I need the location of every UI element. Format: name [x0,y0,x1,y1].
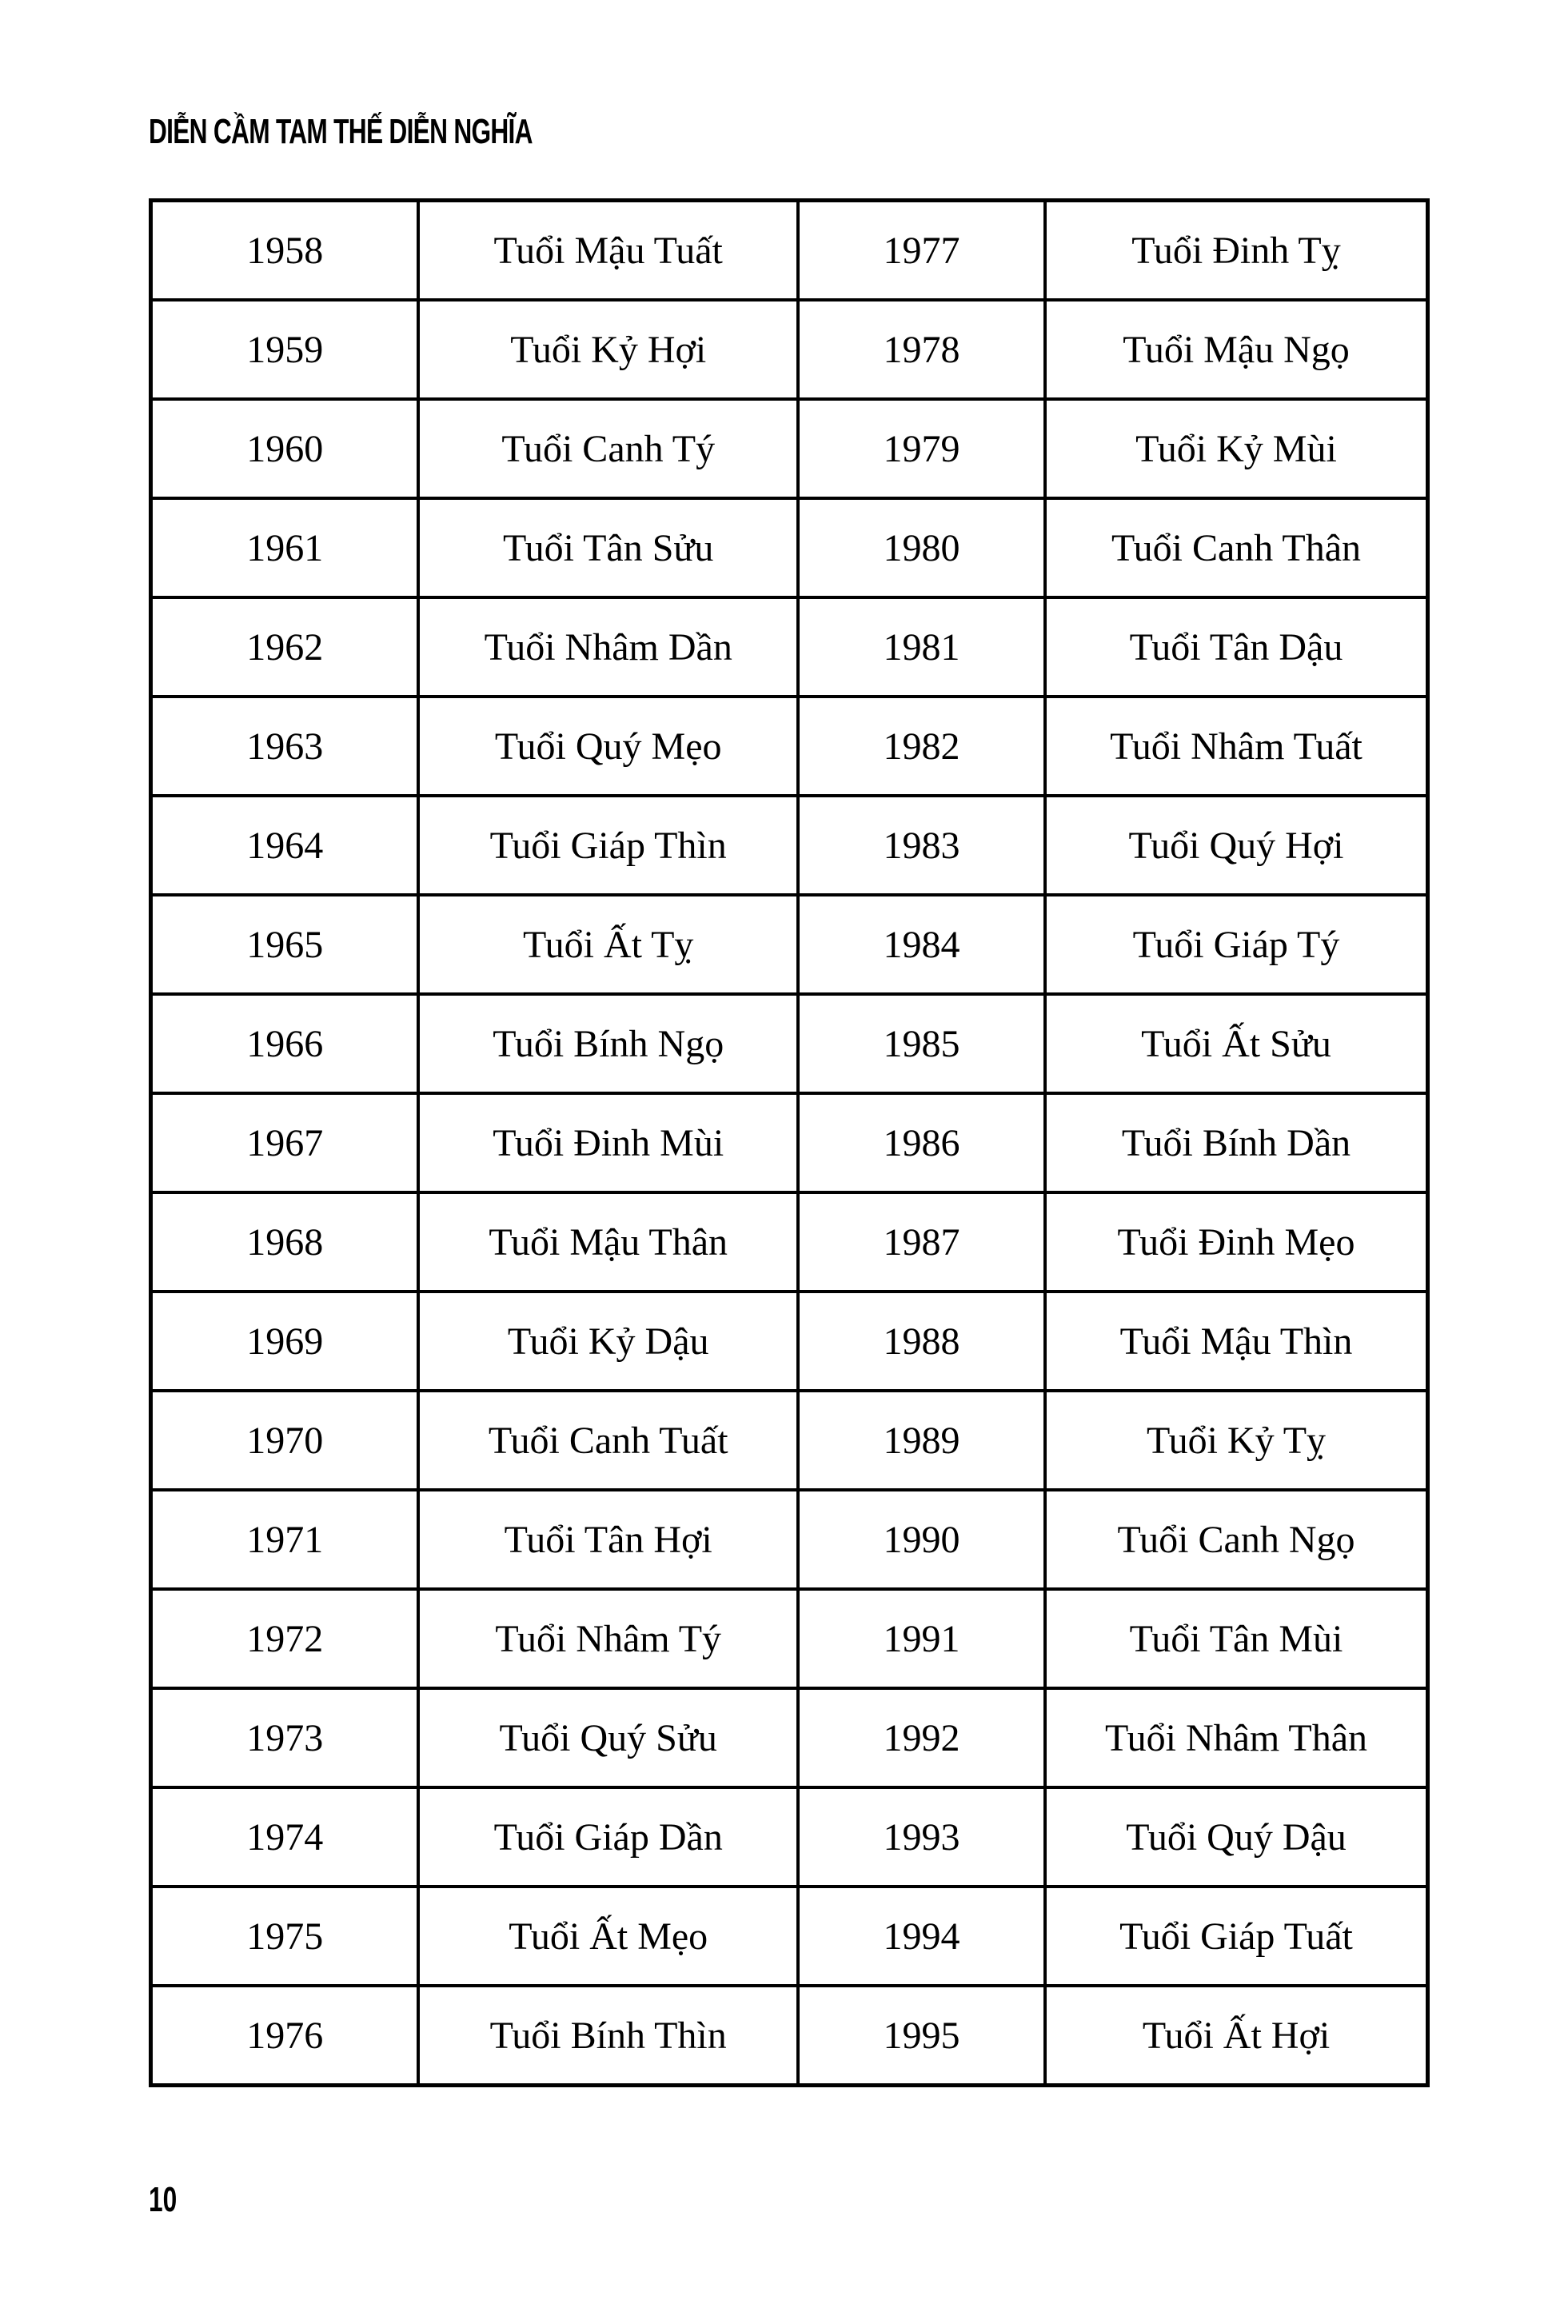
age-name-cell: Tuổi Bính Ngọ [417,992,800,1095]
table-row: 1966 Tuổi Bính Ngọ 1985 Tuổi Ất Sửu [149,992,1430,1095]
age-name-cell: Tuổi Kỷ Dậu [417,1290,800,1392]
year-cell: 1989 [796,1389,1047,1491]
age-name-cell: Tuổi Canh Tý [417,397,800,500]
age-name-cell: Tuổi Giáp Tuất [1043,1885,1430,1987]
year-cell: 1968 [149,1191,421,1293]
table-row: 1971 Tuổi Tân Hợi 1990 Tuổi Canh Ngọ [149,1488,1430,1591]
age-name-cell: Tuổi Giáp Thìn [417,794,800,896]
age-name-cell: Tuổi Quý Sửu [417,1687,800,1789]
age-name-cell: Tuổi Mậu Tuất [417,198,800,301]
table-body: 1958 Tuổi Mậu Tuất 1977 Tuổi Đinh Tỵ 1959 Tuổ… [149,198,1430,2087]
table-row: 1960 Tuổi Canh Tý 1979 Tuổi Kỷ Mùi [149,397,1430,500]
year-cell: 1963 [149,695,421,797]
age-name-cell: Tuổi Canh Thân [1043,497,1430,599]
age-name-cell: Tuổi Ất Sửu [1043,992,1430,1095]
age-name-cell: Tuổi Nhâm Thân [1043,1687,1430,1789]
table-row: 1961 Tuổi Tân Sửu 1980 Tuổi Canh Thân [149,497,1430,599]
age-name-cell: Tuổi Kỷ Hợi [417,298,800,401]
age-name-cell: Tuổi Tân Hợi [417,1488,800,1591]
year-cell: 1984 [796,893,1047,996]
age-name-cell: Tuổi Giáp Dần [417,1786,800,1888]
year-cell: 1959 [149,298,421,401]
table-row: 1962 Tuổi Nhâm Dần 1981 Tuổi Tân Dậu [149,596,1430,698]
age-name-cell: Tuổi Mậu Ngọ [1043,298,1430,401]
age-name-cell: Tuổi Kỷ Tỵ [1043,1389,1430,1491]
age-name-cell: Tuổi Đinh Mùi [417,1092,800,1194]
year-cell: 1982 [796,695,1047,797]
year-cell: 1986 [796,1092,1047,1194]
age-name-cell: Tuổi Tân Sửu [417,497,800,599]
table-row: 1976 Tuổi Bính Thìn 1995 Tuổi Ất Hợi [149,1984,1430,2087]
year-cell: 1977 [796,198,1047,301]
year-cell: 1980 [796,497,1047,599]
year-cell: 1976 [149,1984,421,2087]
age-name-cell: Tuổi Kỷ Mùi [1043,397,1430,500]
age-name-cell: Tuổi Tân Dậu [1043,596,1430,698]
table-row: 1963 Tuổi Quý Mẹo 1982 Tuổi Nhâm Tuất [149,695,1430,797]
age-name-cell: Tuổi Canh Tuất [417,1389,800,1491]
age-name-cell: Tuổi Bính Dần [1043,1092,1430,1194]
year-cell: 1972 [149,1587,421,1690]
age-name-cell: Tuổi Nhâm Dần [417,596,800,698]
age-name-cell: Tuổi Ất Mẹo [417,1885,800,1987]
year-cell: 1985 [796,992,1047,1095]
year-cell: 1981 [796,596,1047,698]
year-cell: 1970 [149,1389,421,1491]
age-name-cell: Tuổi Quý Hợi [1043,794,1430,896]
table-row: 1972 Tuổi Nhâm Tý 1991 Tuổi Tân Mùi [149,1587,1430,1690]
age-name-cell: Tuổi Đinh Tỵ [1043,198,1430,301]
table-row: 1974 Tuổi Giáp Dần 1993 Tuổi Quý Dậu [149,1786,1430,1888]
year-cell: 1983 [796,794,1047,896]
year-cell: 1974 [149,1786,421,1888]
year-cell: 1979 [796,397,1047,500]
age-name-cell: Tuổi Mậu Thìn [1043,1290,1430,1392]
age-name-cell: Tuổi Mậu Thân [417,1191,800,1293]
table-row: 1975 Tuổi Ất Mẹo 1994 Tuổi Giáp Tuất [149,1885,1430,1987]
age-name-cell: Tuổi Tân Mùi [1043,1587,1430,1690]
year-cell: 1991 [796,1587,1047,1690]
page-number: 10 [149,2180,178,2219]
table-row: 1967 Tuổi Đinh Mùi 1986 Tuổi Bính Dần [149,1092,1430,1194]
year-cell: 1978 [796,298,1047,401]
age-name-cell: Tuổi Bính Thìn [417,1984,800,2087]
table-row: 1970 Tuổi Canh Tuất 1989 Tuổi Kỷ Tỵ [149,1389,1430,1491]
table-row: 1969 Tuổi Kỷ Dậu 1988 Tuổi Mậu Thìn [149,1290,1430,1392]
table-row: 1965 Tuổi Ất Tỵ 1984 Tuổi Giáp Tý [149,893,1430,996]
year-cell: 1995 [796,1984,1047,2087]
age-name-cell: Tuổi Giáp Tý [1043,893,1430,996]
year-cell: 1969 [149,1290,421,1392]
running-header: DIỄN CẦM TAM THẾ DIỄN NGHĨA [149,112,533,151]
year-cell: 1987 [796,1191,1047,1293]
table-row: 1958 Tuổi Mậu Tuất 1977 Tuổi Đinh Tỵ [149,198,1430,301]
year-age-table: 1958 Tuổi Mậu Tuất 1977 Tuổi Đinh Tỵ 1959 Tuổ… [149,198,1430,2087]
year-cell: 1967 [149,1092,421,1194]
year-cell: 1964 [149,794,421,896]
year-cell: 1990 [796,1488,1047,1591]
age-name-cell: Tuổi Quý Dậu [1043,1786,1430,1888]
age-name-cell: Tuổi Canh Ngọ [1043,1488,1430,1591]
year-cell: 1971 [149,1488,421,1591]
year-cell: 1994 [796,1885,1047,1987]
age-name-cell: Tuổi Ất Tỵ [417,893,800,996]
table-row: 1959 Tuổi Kỷ Hợi 1978 Tuổi Mậu Ngọ [149,298,1430,401]
year-cell: 1975 [149,1885,421,1987]
year-cell: 1965 [149,893,421,996]
age-name-cell: Tuổi Nhâm Tuất [1043,695,1430,797]
table-row: 1964 Tuổi Giáp Thìn 1983 Tuổi Quý Hợi [149,794,1430,896]
year-cell: 1958 [149,198,421,301]
year-cell: 1992 [796,1687,1047,1789]
year-cell: 1966 [149,992,421,1095]
year-cell: 1988 [796,1290,1047,1392]
table-row: 1973 Tuổi Quý Sửu 1992 Tuổi Nhâm Thân [149,1687,1430,1789]
age-name-cell: Tuổi Quý Mẹo [417,695,800,797]
year-cell: 1993 [796,1786,1047,1888]
age-name-cell: Tuổi Ất Hợi [1043,1984,1430,2087]
year-cell: 1961 [149,497,421,599]
year-cell: 1962 [149,596,421,698]
age-name-cell: Tuổi Nhâm Tý [417,1587,800,1690]
table-row: 1968 Tuổi Mậu Thân 1987 Tuổi Đinh Mẹo [149,1191,1430,1293]
year-cell: 1973 [149,1687,421,1789]
year-cell: 1960 [149,397,421,500]
age-name-cell: Tuổi Đinh Mẹo [1043,1191,1430,1293]
